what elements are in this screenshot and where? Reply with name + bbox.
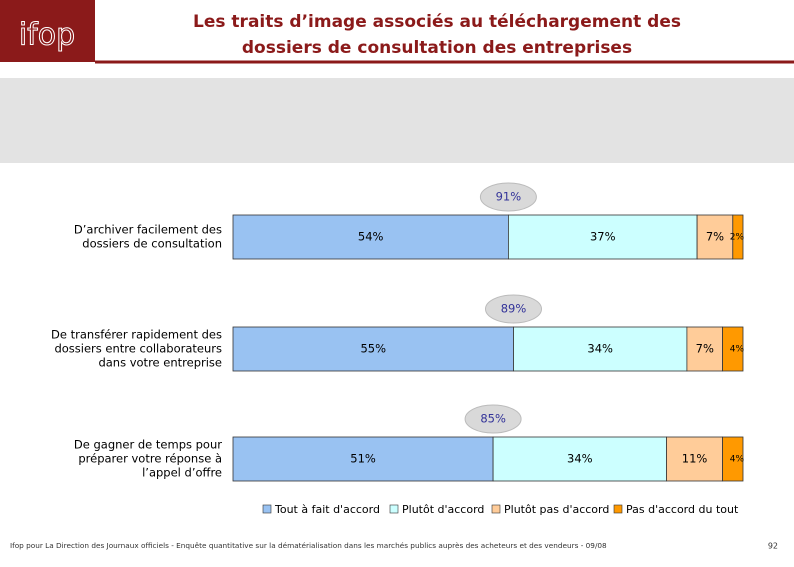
bar-segment (696, 214, 734, 260)
bar-segment (722, 436, 744, 482)
value-label: 7% (706, 230, 724, 244)
category-label: dossiers de consultation (82, 237, 222, 251)
total-bubble (479, 182, 537, 212)
bar-segment (666, 436, 723, 482)
footer-source: Ifop pour La Direction des Journaux offi… (10, 541, 607, 550)
bar-segment (732, 214, 744, 260)
bar-segment (513, 326, 688, 372)
legend-swatch (613, 504, 623, 514)
bar-segment (232, 326, 514, 372)
legend-label: Plutôt d'accord (402, 503, 484, 516)
bar-segment (492, 436, 667, 482)
value-label: 34% (567, 452, 593, 466)
legend-label: Tout à fait d'accord (274, 503, 380, 516)
legend-label: Pas d'accord du tout (626, 503, 739, 516)
legend-swatch (389, 504, 399, 514)
value-label: 34% (587, 342, 613, 356)
category-label: l’appel d’offre (142, 466, 222, 480)
total-label: 91% (496, 190, 522, 204)
title: dossiers de consultation des entreprises (242, 38, 632, 58)
value-label: 7% (696, 342, 714, 356)
page-number: 92 (768, 542, 778, 551)
value-label: 2% (730, 233, 745, 243)
value-label: 51% (350, 452, 376, 466)
bar-segment (686, 326, 724, 372)
category-label: dossiers entre collaborateurs (54, 342, 222, 356)
bar-segment (232, 436, 494, 482)
total-bubble (485, 294, 542, 324)
grey-band (0, 78, 794, 163)
category-label: dans votre entreprise (98, 356, 222, 370)
total-label: 85% (480, 412, 506, 426)
total-label: 89% (501, 302, 527, 316)
value-label: 4% (730, 455, 745, 465)
category-label: De gagner de temps pour (74, 438, 222, 452)
category-label: De transférer rapidement des (51, 328, 222, 342)
logo-box (0, 0, 95, 62)
category-label: D’archiver facilement des (74, 223, 222, 237)
category-label: préparer votre réponse à (78, 452, 222, 466)
bar-segment (232, 214, 509, 260)
value-label: 37% (590, 230, 616, 244)
bar-segment (722, 326, 744, 372)
value-label: 55% (360, 342, 386, 356)
value-label: 11% (682, 452, 708, 466)
legend-swatch (491, 504, 501, 514)
legend-swatch (262, 504, 272, 514)
logo: ifop (19, 18, 75, 53)
bar-segment (507, 214, 698, 260)
title: Les traits d’image associés au télécharg… (193, 12, 681, 32)
value-label: 54% (358, 230, 384, 244)
value-label: 4% (730, 345, 745, 355)
total-bubble (464, 404, 522, 434)
legend-label: Plutôt pas d'accord (504, 503, 609, 516)
